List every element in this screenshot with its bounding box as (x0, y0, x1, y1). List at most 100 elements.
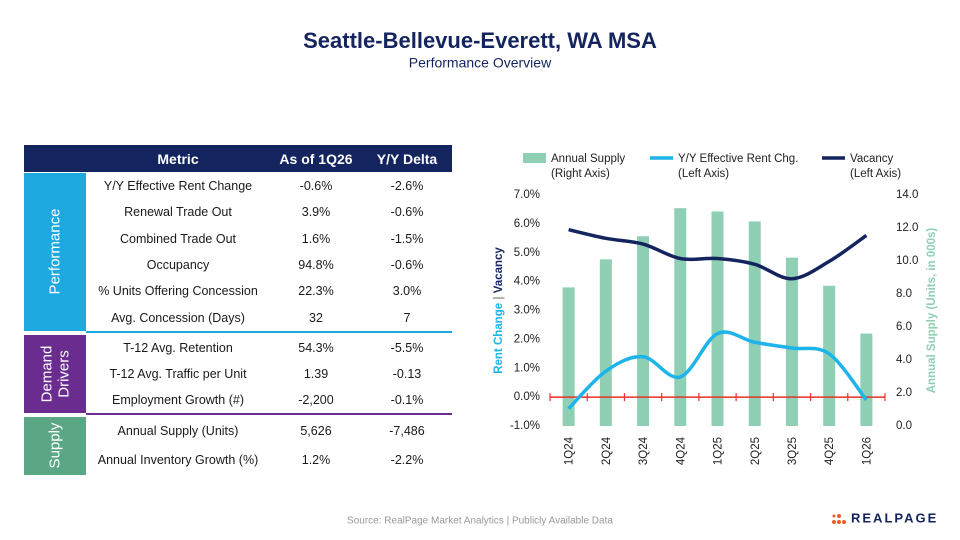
group-name-line: Supply (46, 422, 64, 469)
bar (599, 259, 612, 426)
x-tick-label: 4Q24 (675, 436, 687, 465)
table-cell: 32 (309, 310, 323, 325)
x-tick-label: 3Q24 (638, 436, 650, 465)
bar (748, 221, 761, 426)
column-header: As of 1Q26 (279, 150, 353, 167)
table-cell: Y/Y Effective Rent Change (103, 179, 253, 194)
column-header: Metric (157, 150, 199, 167)
title: Seattle-Bellevue-Everett, WA MSA (303, 28, 657, 53)
y-tick-label: 0.0% (514, 391, 540, 403)
group-separator (86, 331, 452, 334)
y2-tick-label: 4.0 (896, 354, 912, 366)
logo: REALPAGE (851, 510, 938, 525)
bar (674, 208, 687, 426)
table-cell: 1.2% (301, 453, 331, 468)
table-cell: -0.13 (392, 366, 422, 381)
y2-tick-label: 2.0 (896, 387, 912, 399)
legend-note: (Right Axis) (551, 168, 610, 180)
y2-tick-label: 12.0 (896, 222, 918, 234)
table-cell: % Units Offering Concession (98, 284, 258, 299)
group-label: Performance (24, 173, 86, 331)
table-cell: 1.6% (301, 231, 331, 246)
table-cell: Avg. Concession (Days) (111, 310, 245, 325)
legend-label: Y/Y Effective Rent Chg. (678, 153, 798, 165)
legend-note: (Left Axis) (850, 168, 901, 180)
x-tick-label: 4Q25 (824, 437, 836, 465)
table-cell: -2.2% (390, 453, 424, 468)
table-cell: -2.6% (390, 179, 424, 194)
y-axis-label-part: Vacancy (493, 247, 505, 294)
table-cell: 3.9% (301, 205, 331, 220)
y2-tick-label: 8.0 (896, 288, 912, 300)
table-cell: -2,200 (298, 392, 334, 407)
group-name-line: Drivers (54, 350, 72, 398)
legend-note: (Left Axis) (678, 168, 729, 180)
table-cell: 22.3% (298, 284, 334, 299)
table-cell: 1.39 (303, 366, 329, 381)
group-separator (86, 413, 452, 416)
table-cell: 3.0% (392, 284, 422, 299)
table-cell: Annual Supply (Units) (117, 424, 239, 439)
bar (562, 287, 575, 426)
y-tick-label: 6.0% (514, 218, 540, 230)
line (568, 227, 868, 281)
group-name-line: Performance (46, 208, 64, 295)
group-label: Supply (24, 416, 86, 475)
column-header: Y/Y Delta (376, 150, 438, 167)
table-cell: 94.8% (298, 258, 334, 273)
table-cell: -0.1% (390, 392, 424, 407)
x-tick-label: 1Q26 (861, 437, 873, 465)
table-cell: Annual Inventory Growth (%) (97, 453, 259, 468)
bar (860, 333, 873, 426)
table-cell: -5.5% (390, 340, 424, 355)
group-label: Demand Drivers (24, 334, 86, 413)
table-cell: Renewal Trade Out (124, 205, 232, 220)
table-cell: Occupancy (146, 258, 210, 273)
x-tick-label: 2Q24 (601, 436, 613, 465)
y-tick-label: 1.0% (514, 362, 540, 374)
y2-tick-label: 14.0 (896, 189, 918, 201)
table-cell: -0.6% (390, 205, 424, 220)
y2-tick-label: 6.0 (896, 321, 912, 333)
x-tick-label: 1Q25 (713, 437, 725, 465)
table-cell: T-12 Avg. Traffic per Unit (109, 366, 247, 381)
y-axis-label-part: | (493, 293, 505, 299)
legend-label: Annual Supply (551, 153, 625, 165)
y2-tick-label: 0.0 (896, 420, 912, 432)
table-cell: Combined Trade Out (119, 231, 237, 246)
y-tick-label: 4.0% (514, 276, 540, 288)
y-axis-label: Rent Change | Vacancy (493, 247, 505, 374)
table-cell: T-12 Avg. Retention (123, 340, 233, 355)
table-cell: Employment Growth (#) (112, 392, 244, 407)
table-cell: 5,626 (300, 424, 332, 439)
y2-axis-label: Annual Supply (Units, in 000s) (926, 228, 938, 394)
y-tick-label: 3.0% (514, 305, 540, 317)
y2-tick-label: 10.0 (896, 255, 918, 267)
subtitle: Performance Overview (409, 55, 552, 71)
y-tick-label: -1.0% (510, 420, 540, 432)
table-cell: 7 (403, 310, 411, 325)
bar (637, 236, 650, 426)
bar (785, 257, 798, 426)
table-cell: -0.6% (390, 258, 424, 273)
logo-icon (832, 514, 846, 524)
group-name-line: Demand (37, 345, 55, 403)
line (567, 330, 868, 410)
x-tick-label: 1Q24 (564, 436, 576, 465)
table-cell: -7,486 (389, 424, 425, 439)
y-tick-label: 7.0% (514, 189, 540, 201)
table-cell: 54.3% (298, 340, 334, 355)
legend-label: Vacancy (850, 153, 894, 165)
table-header-bg (24, 145, 452, 172)
y-axis-label-part: Rent Change (493, 300, 505, 374)
group-name: Supply (47, 423, 64, 469)
x-tick-label: 2Q25 (750, 437, 762, 465)
y-tick-label: 5.0% (514, 247, 540, 259)
x-tick-label: 3Q25 (787, 437, 799, 465)
legend-swatch (523, 153, 546, 163)
group-name: Performance (47, 209, 64, 295)
group-name: Demand Drivers (38, 345, 72, 402)
table-cell: -1.5% (390, 231, 424, 246)
